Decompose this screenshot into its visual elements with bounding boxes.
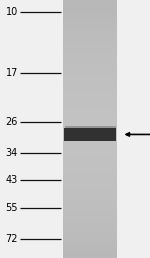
Bar: [63, 142, 117, 148]
Text: 55: 55: [6, 203, 18, 213]
Bar: [63, 116, 117, 123]
Bar: [63, 168, 117, 174]
Bar: [63, 194, 117, 200]
Bar: [63, 26, 117, 32]
Bar: [63, 19, 117, 26]
Bar: [63, 45, 117, 52]
Bar: [63, 58, 117, 64]
Bar: [63, 181, 117, 187]
Text: 17: 17: [6, 68, 18, 78]
Text: 43: 43: [6, 175, 18, 185]
Bar: [63, 84, 117, 90]
Bar: [63, 0, 117, 6]
Bar: [63, 77, 117, 84]
Bar: [63, 187, 117, 194]
Bar: [63, 64, 117, 71]
Bar: [63, 161, 117, 168]
Bar: [63, 252, 117, 258]
Text: 26: 26: [6, 117, 18, 127]
Bar: [63, 129, 117, 135]
Bar: [63, 226, 117, 232]
Text: 10: 10: [6, 7, 18, 17]
Bar: [63, 135, 117, 142]
Bar: [64, 128, 116, 141]
Bar: [63, 174, 117, 181]
Bar: [63, 148, 117, 155]
Bar: [63, 239, 117, 245]
Bar: [63, 206, 117, 213]
Bar: [63, 213, 117, 219]
Bar: [63, 123, 117, 129]
Text: 34: 34: [6, 148, 18, 158]
Bar: [63, 13, 117, 19]
Bar: [63, 155, 117, 161]
Bar: [63, 110, 117, 116]
Bar: [63, 0, 117, 258]
Bar: [63, 39, 117, 45]
Bar: [63, 232, 117, 239]
Bar: [63, 6, 117, 13]
Bar: [63, 200, 117, 206]
Text: 72: 72: [6, 234, 18, 244]
Bar: [63, 71, 117, 77]
Bar: [63, 219, 117, 226]
Bar: [63, 103, 117, 110]
Bar: [64, 126, 116, 128]
Bar: [63, 52, 117, 58]
Bar: [63, 90, 117, 97]
Bar: [63, 245, 117, 252]
Bar: [63, 97, 117, 103]
Bar: [63, 32, 117, 39]
